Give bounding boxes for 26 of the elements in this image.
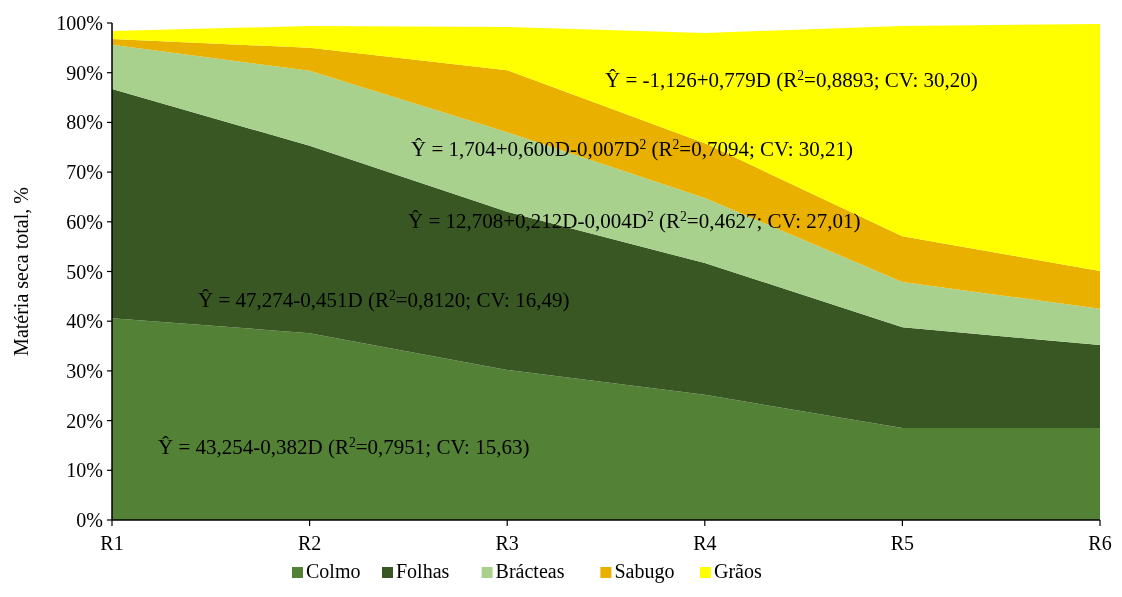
y-tick-label: 30% <box>66 359 103 382</box>
annotation: Ŷ = 43,254-0,382D (R$^{2}$=0,7951; CV: 15,63) <box>158 434 530 459</box>
x-tick-label: R6 <box>1088 532 1112 554</box>
y-tick-label: 90% <box>66 61 103 84</box>
x-tick-label: R5 <box>890 532 915 554</box>
y-tick-label: 50% <box>66 260 103 283</box>
y-tick-label: 100% <box>56 12 103 34</box>
legend-label: Grãos <box>714 560 762 582</box>
legend-label: Brácteas <box>495 560 565 582</box>
x-tick-label: R4 <box>693 532 717 554</box>
y-tick-label: 60% <box>66 210 103 233</box>
legend-label: Folhas <box>396 560 450 582</box>
legend-label: Colmo <box>306 560 361 582</box>
y-tick-label: 80% <box>66 111 103 134</box>
x-tick-label: R3 <box>495 532 519 554</box>
legend-label: Sabugo <box>614 560 675 583</box>
y-tick-label: 20% <box>66 409 103 432</box>
x-tick-label: R2 <box>297 532 322 554</box>
annotation: Ŷ = 47,274-0,451D (R$^{2}$=0,8120; CV: 16,49) <box>198 287 570 312</box>
annotation: Ŷ = -1,126+0,779D (R$^{2}$=0,8893; CV: 30,20) <box>605 67 978 92</box>
y-tick-label: 10% <box>66 459 103 482</box>
y-tick-label: 0% <box>76 509 103 531</box>
x-tick-label: R1 <box>100 532 124 554</box>
y-tick-label: 70% <box>66 161 103 184</box>
y-tick-label: 40% <box>66 310 103 333</box>
y-axis-title: Matéria seca total, % <box>10 187 32 356</box>
